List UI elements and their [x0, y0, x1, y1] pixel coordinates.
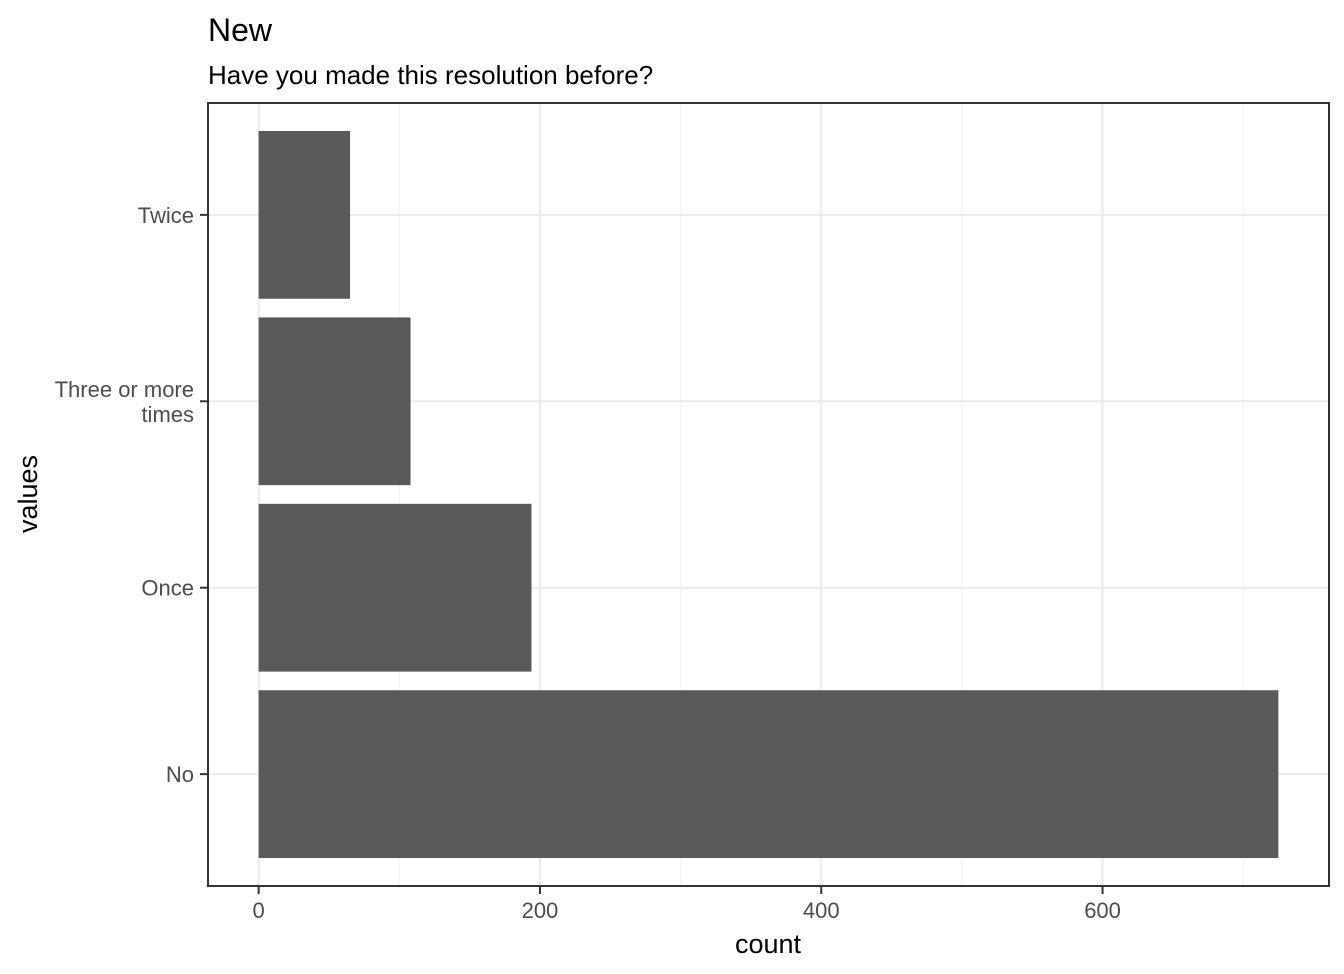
y-tick-label: Twice	[138, 203, 194, 228]
chart-title: New	[208, 12, 273, 48]
y-tick-label-line: times	[141, 402, 194, 427]
x-axis-title: count	[735, 929, 802, 959]
x-tick-label: 400	[803, 898, 840, 923]
bar	[258, 317, 411, 486]
y-axis-title: values	[13, 455, 43, 533]
panel-border	[207, 102, 1330, 887]
x-tick-label: 0	[253, 898, 265, 923]
bar	[258, 130, 351, 299]
x-tick-label: 600	[1084, 898, 1121, 923]
chart-subtitle: Have you made this resolution before?	[208, 60, 653, 90]
y-tick-label: No	[166, 762, 194, 787]
bar	[258, 503, 532, 672]
x-tick-label: 200	[522, 898, 559, 923]
y-tick-label: Three or more times	[55, 377, 194, 427]
y-tick-label-line: Once	[141, 576, 194, 601]
y-tick-label-line: Three or more	[55, 377, 194, 402]
bar	[258, 690, 1279, 859]
y-tick-label-line: No	[166, 762, 194, 787]
y-tick-label-line: Twice	[138, 203, 194, 228]
y-tick-label: Once	[141, 576, 194, 601]
